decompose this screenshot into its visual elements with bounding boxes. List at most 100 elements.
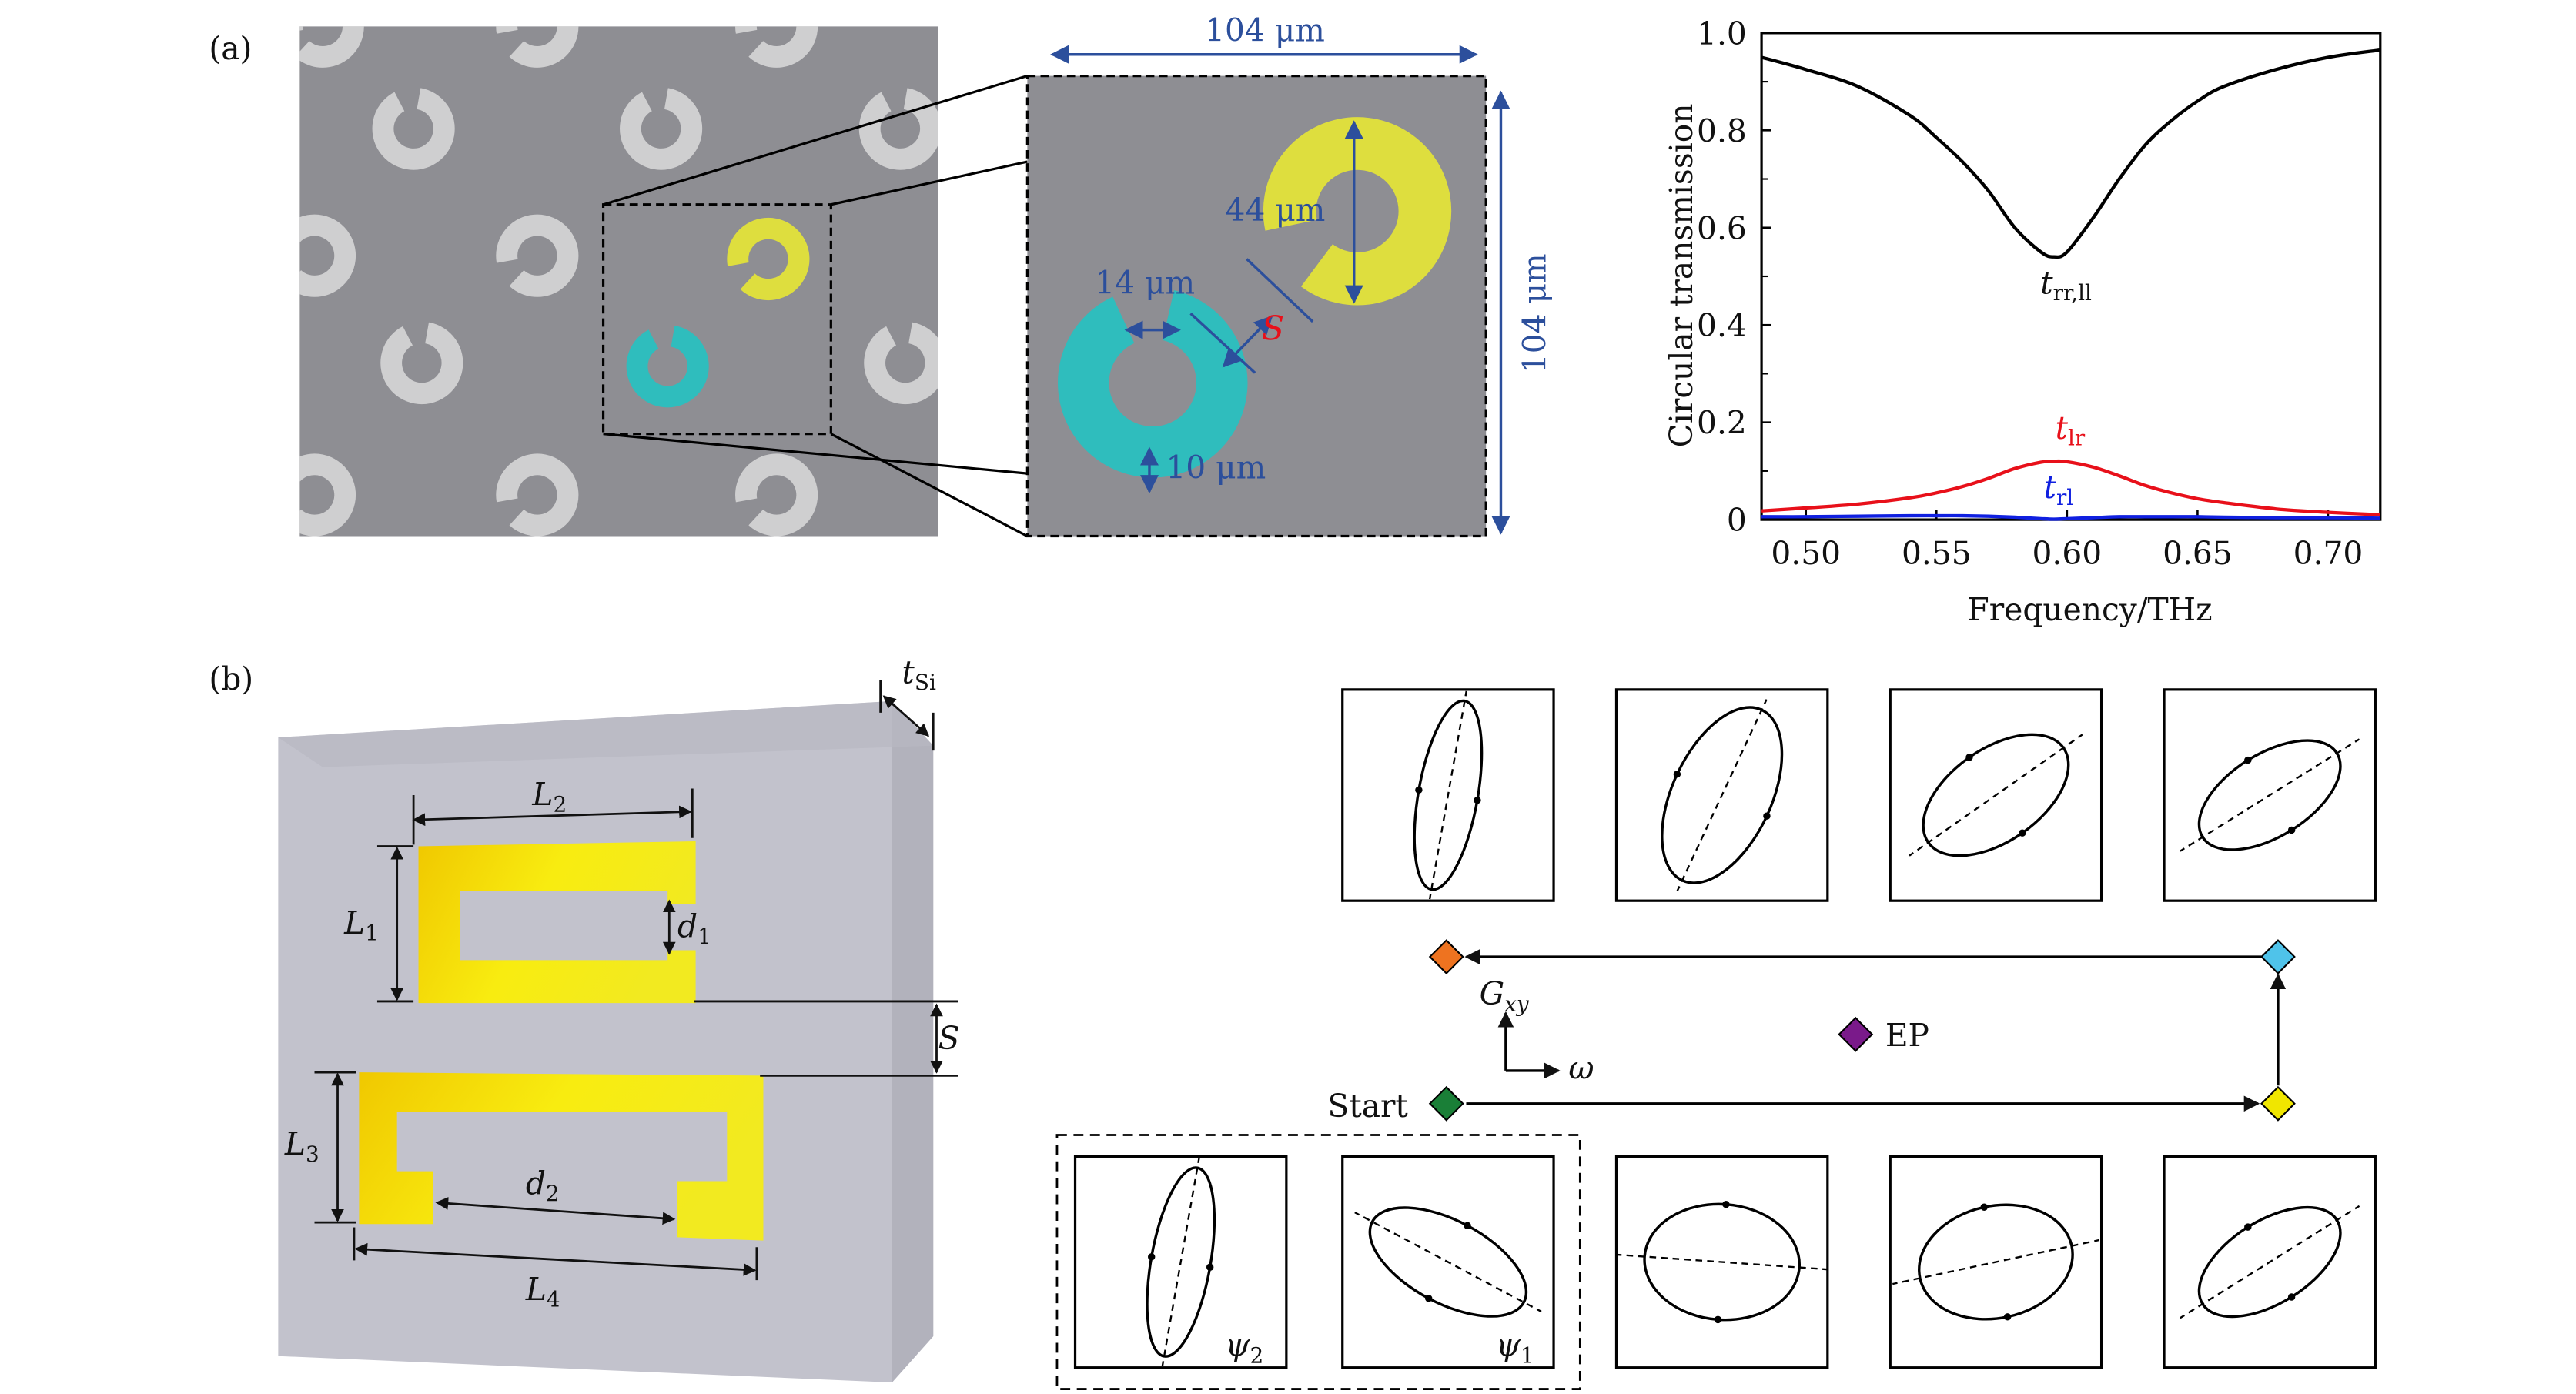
y-tick-label: 0.6: [1697, 210, 1747, 247]
ring: [380, 321, 463, 405]
handedness-arrow-icon: [1714, 1315, 1722, 1324]
start-marker: [1428, 1085, 1464, 1122]
major-axis-line: [2129, 1173, 2410, 1351]
x-tick-label: 0.60: [2032, 535, 2103, 572]
label-d1: d1: [677, 908, 711, 949]
y-tick-label: 0.8: [1697, 112, 1747, 149]
handedness-arrow-icon: [1147, 1253, 1156, 1261]
label-tSi: tSi: [902, 654, 935, 695]
handedness-arrow-icon: [1425, 1295, 1433, 1302]
label-d2: d2: [526, 1165, 560, 1207]
label-L3: L3: [284, 1125, 319, 1167]
handedness-arrow-icon: [1673, 771, 1681, 778]
handedness-arrow-icon: [1722, 1201, 1730, 1208]
panel-a-label: (a): [209, 30, 252, 67]
y-tick-label: 0.2: [1697, 405, 1747, 442]
ring: [372, 87, 455, 170]
ring-yellow: [727, 217, 810, 301]
width-label: 104 μm: [1205, 12, 1325, 49]
diameter-label: 44 μm: [1226, 192, 1326, 229]
ring: [299, 214, 356, 297]
height-label: 104 μm: [1516, 253, 1553, 373]
x-tick-label: 0.70: [2293, 535, 2364, 572]
ep-label: EP: [1885, 1017, 1929, 1054]
ring-width-label: 10 μm: [1166, 450, 1266, 486]
major-axis-line: [1651, 654, 1793, 936]
major-axis-line: [1418, 673, 1478, 918]
polarization-panel: [1305, 1155, 1591, 1369]
y-tick-label: 0.4: [1697, 307, 1747, 344]
polarization-panel: [1341, 673, 1555, 918]
series-label-trr: trr,ll: [2040, 264, 2092, 306]
label-L1: L1: [343, 904, 379, 946]
y-axis-title: Circular transmission: [1663, 104, 1700, 448]
label-S: S: [938, 1020, 960, 1057]
spacing-arrow: [1222, 315, 1273, 368]
handedness-arrow-icon: [2287, 826, 2296, 834]
polarization-panel: [1073, 1139, 1288, 1385]
ring: [496, 214, 579, 297]
ring: [299, 453, 356, 537]
x-tick-label: 0.65: [2163, 535, 2233, 572]
series-line-trl: [1761, 513, 2380, 521]
polarization-panel: [1860, 688, 2132, 902]
psi2-label: ψ2: [1226, 1327, 1264, 1369]
gap-label: 14 μm: [1095, 264, 1195, 301]
handedness-arrow-icon: [1763, 812, 1771, 820]
zoom-connector-lines: [603, 75, 1029, 537]
polarization-panel: [2129, 1155, 2410, 1369]
blue-marker: [2260, 939, 2296, 975]
eigenstate-box: [1055, 1134, 1581, 1390]
orange-marker: [1428, 939, 1464, 975]
ring: [864, 321, 938, 405]
handedness-arrow-icon: [1206, 1263, 1214, 1271]
major-axis-line: [1870, 1226, 2122, 1298]
polarization-panel: [1870, 1155, 2122, 1369]
handedness-arrow-icon: [1415, 786, 1423, 794]
handedness-arrow-icon: [2244, 756, 2252, 764]
psi1-label: ψ1: [1496, 1327, 1534, 1369]
ring: [735, 453, 818, 537]
handedness-arrow-icon: [2244, 1223, 2252, 1231]
series-line-tlr: [1761, 459, 2380, 516]
series-label-tlr: tlr: [2056, 410, 2086, 451]
major-axis-line: [1860, 700, 2132, 891]
major-axis-line: [1305, 1183, 1591, 1341]
major-axis-line: [1151, 1139, 1211, 1385]
label-L2: L2: [531, 776, 567, 817]
major-axis-line: [2129, 707, 2410, 884]
ring: [299, 26, 364, 68]
resonator-lower: [359, 1072, 764, 1241]
series-line-trrll: [1761, 48, 2381, 259]
handedness-arrow-icon: [1980, 1203, 1988, 1211]
polarization-panel: [1609, 1155, 1835, 1369]
ring-yellow-large: [1263, 117, 1452, 306]
major-axis-line: [1609, 1249, 1835, 1275]
omega-label: ω: [1568, 1050, 1594, 1087]
yellow-marker: [2260, 1085, 2296, 1122]
y-tick-label: 0: [1727, 502, 1747, 539]
transmission-chart: 0.50 0.55 0.60 0.65 0.70 0 0.2 0.4 0.6 0.8 1.0 Cir…: [1663, 15, 2382, 628]
handedness-arrow-icon: [1464, 1222, 1471, 1229]
y-tick-label: 1.0: [1697, 15, 1747, 52]
panel-b-label: (b): [209, 660, 253, 697]
polarization-evolution: EP Start Gxy ω ψ2 ψ1: [1055, 654, 2410, 1390]
handedness-arrow-icon: [2019, 829, 2026, 837]
ring-teal-large: [1058, 287, 1248, 478]
x-axis-title: Frequency/THz: [1968, 591, 2213, 628]
x-tick-label: 0.50: [1771, 535, 1841, 572]
spacing-label: S: [1262, 309, 1284, 348]
micrograph: [299, 26, 938, 537]
handedness-arrow-icon: [2287, 1293, 2296, 1301]
metasurface-model: L2 L1 d1 S L3 d2 L4 tSi: [278, 654, 960, 1382]
gxy-label: Gxy: [1480, 975, 1530, 1017]
handedness-arrow-icon: [1965, 754, 1973, 761]
polarization-panel: [2129, 688, 2410, 902]
handedness-arrow-icon: [1474, 797, 1481, 804]
handedness-arrow-icon: [2003, 1313, 2012, 1321]
polarization-panel: [1614, 654, 1829, 936]
unit-cell-inset: 104 μm 104 μm 44 μm 14 μm 10 μm S: [1025, 12, 1553, 538]
ring: [496, 453, 579, 537]
series-label-trl: trl: [2044, 469, 2074, 510]
